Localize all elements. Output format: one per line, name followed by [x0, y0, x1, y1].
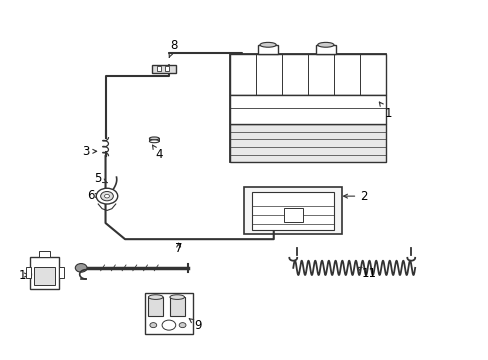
Circle shape — [179, 323, 185, 328]
Circle shape — [96, 188, 118, 204]
Bar — [39, 251, 50, 257]
Text: 1: 1 — [379, 102, 391, 120]
Ellipse shape — [149, 137, 159, 140]
Text: 11: 11 — [357, 267, 376, 280]
Bar — [283, 208, 303, 222]
Ellipse shape — [317, 42, 333, 47]
Text: 6: 6 — [87, 189, 100, 202]
Bar — [144, 293, 193, 334]
Circle shape — [104, 194, 109, 198]
Text: 2: 2 — [343, 190, 367, 203]
Bar — [152, 65, 175, 73]
Bar — [315, 45, 335, 54]
Text: 3: 3 — [82, 145, 97, 158]
Ellipse shape — [148, 295, 163, 300]
Bar — [229, 54, 385, 95]
Bar — [157, 67, 161, 71]
Text: 9: 9 — [189, 319, 202, 332]
Bar — [229, 125, 385, 162]
Bar — [148, 297, 163, 316]
Bar — [165, 67, 169, 71]
Ellipse shape — [260, 42, 276, 47]
Bar — [34, 267, 55, 284]
Text: 5: 5 — [94, 172, 107, 185]
Text: 8: 8 — [169, 39, 177, 58]
Bar — [258, 45, 278, 54]
Bar — [25, 267, 31, 278]
Circle shape — [162, 320, 175, 330]
Bar — [244, 187, 341, 234]
Bar — [229, 54, 385, 162]
Bar — [30, 257, 59, 289]
Text: 10: 10 — [19, 269, 33, 282]
Bar — [252, 192, 333, 230]
Bar — [229, 95, 385, 125]
Text: 7: 7 — [175, 242, 182, 255]
Bar — [59, 267, 64, 278]
Text: 4: 4 — [152, 145, 163, 161]
Ellipse shape — [169, 295, 184, 300]
Bar — [169, 297, 184, 316]
Circle shape — [101, 192, 113, 201]
Circle shape — [150, 323, 157, 328]
Ellipse shape — [149, 140, 159, 143]
Circle shape — [75, 264, 87, 272]
